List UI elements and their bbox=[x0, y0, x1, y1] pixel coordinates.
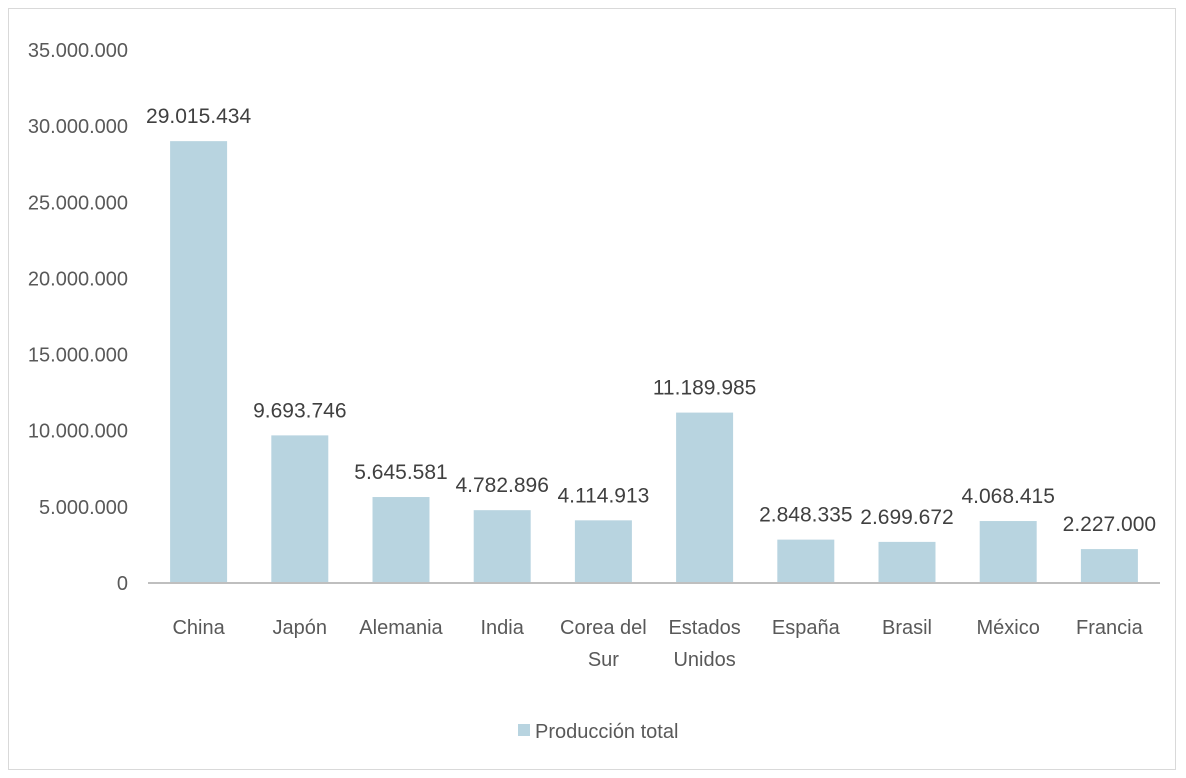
x-tick-label: Japón bbox=[273, 617, 328, 639]
x-tick-label: Estados bbox=[668, 617, 740, 639]
data-label: 29.015.434 bbox=[146, 105, 251, 128]
y-tick-label: 0 bbox=[117, 573, 128, 595]
x-tick-label: India bbox=[481, 617, 525, 639]
x-tick-label: Unidos bbox=[673, 649, 735, 671]
data-label: 5.645.581 bbox=[354, 461, 447, 484]
x-tick-label: Francia bbox=[1076, 617, 1144, 639]
data-label: 4.114.913 bbox=[557, 484, 649, 507]
y-tick-label: 5.000.000 bbox=[39, 497, 128, 519]
y-tick-label: 35.000.000 bbox=[28, 40, 128, 62]
bar bbox=[473, 510, 531, 583]
y-tick-label: 25.000.000 bbox=[28, 192, 128, 214]
bar bbox=[574, 520, 632, 583]
bar bbox=[372, 497, 430, 583]
data-label: 4.068.415 bbox=[961, 485, 1054, 508]
legend-label: Producción total bbox=[535, 721, 678, 743]
x-tick-label: Brasil bbox=[882, 617, 932, 639]
data-label: 2.699.672 bbox=[860, 506, 953, 529]
bar bbox=[1080, 549, 1138, 583]
y-tick-label: 10.000.000 bbox=[28, 421, 128, 443]
data-label: 4.782.896 bbox=[455, 474, 548, 497]
data-label: 11.189.985 bbox=[653, 377, 757, 400]
x-tick-label: México bbox=[977, 617, 1040, 639]
data-label: 2.848.335 bbox=[759, 504, 852, 527]
y-tick-label: 15.000.000 bbox=[28, 345, 128, 367]
bar bbox=[170, 141, 228, 583]
bar bbox=[271, 435, 329, 583]
x-tick-label: Corea del bbox=[560, 617, 647, 639]
bar bbox=[878, 541, 936, 583]
x-tick-label: España bbox=[772, 617, 841, 639]
data-label: 9.693.746 bbox=[253, 399, 346, 422]
x-tick-label: Alemania bbox=[359, 617, 443, 639]
x-tick-label: China bbox=[172, 617, 225, 639]
bar bbox=[979, 521, 1037, 583]
y-tick-label: 30.000.000 bbox=[28, 116, 128, 138]
y-tick-label: 20.000.000 bbox=[28, 268, 128, 290]
legend-swatch bbox=[518, 724, 530, 736]
bar bbox=[676, 412, 734, 583]
x-tick-label: Sur bbox=[588, 649, 619, 671]
data-label: 2.227.000 bbox=[1063, 513, 1156, 536]
bar bbox=[777, 539, 835, 583]
